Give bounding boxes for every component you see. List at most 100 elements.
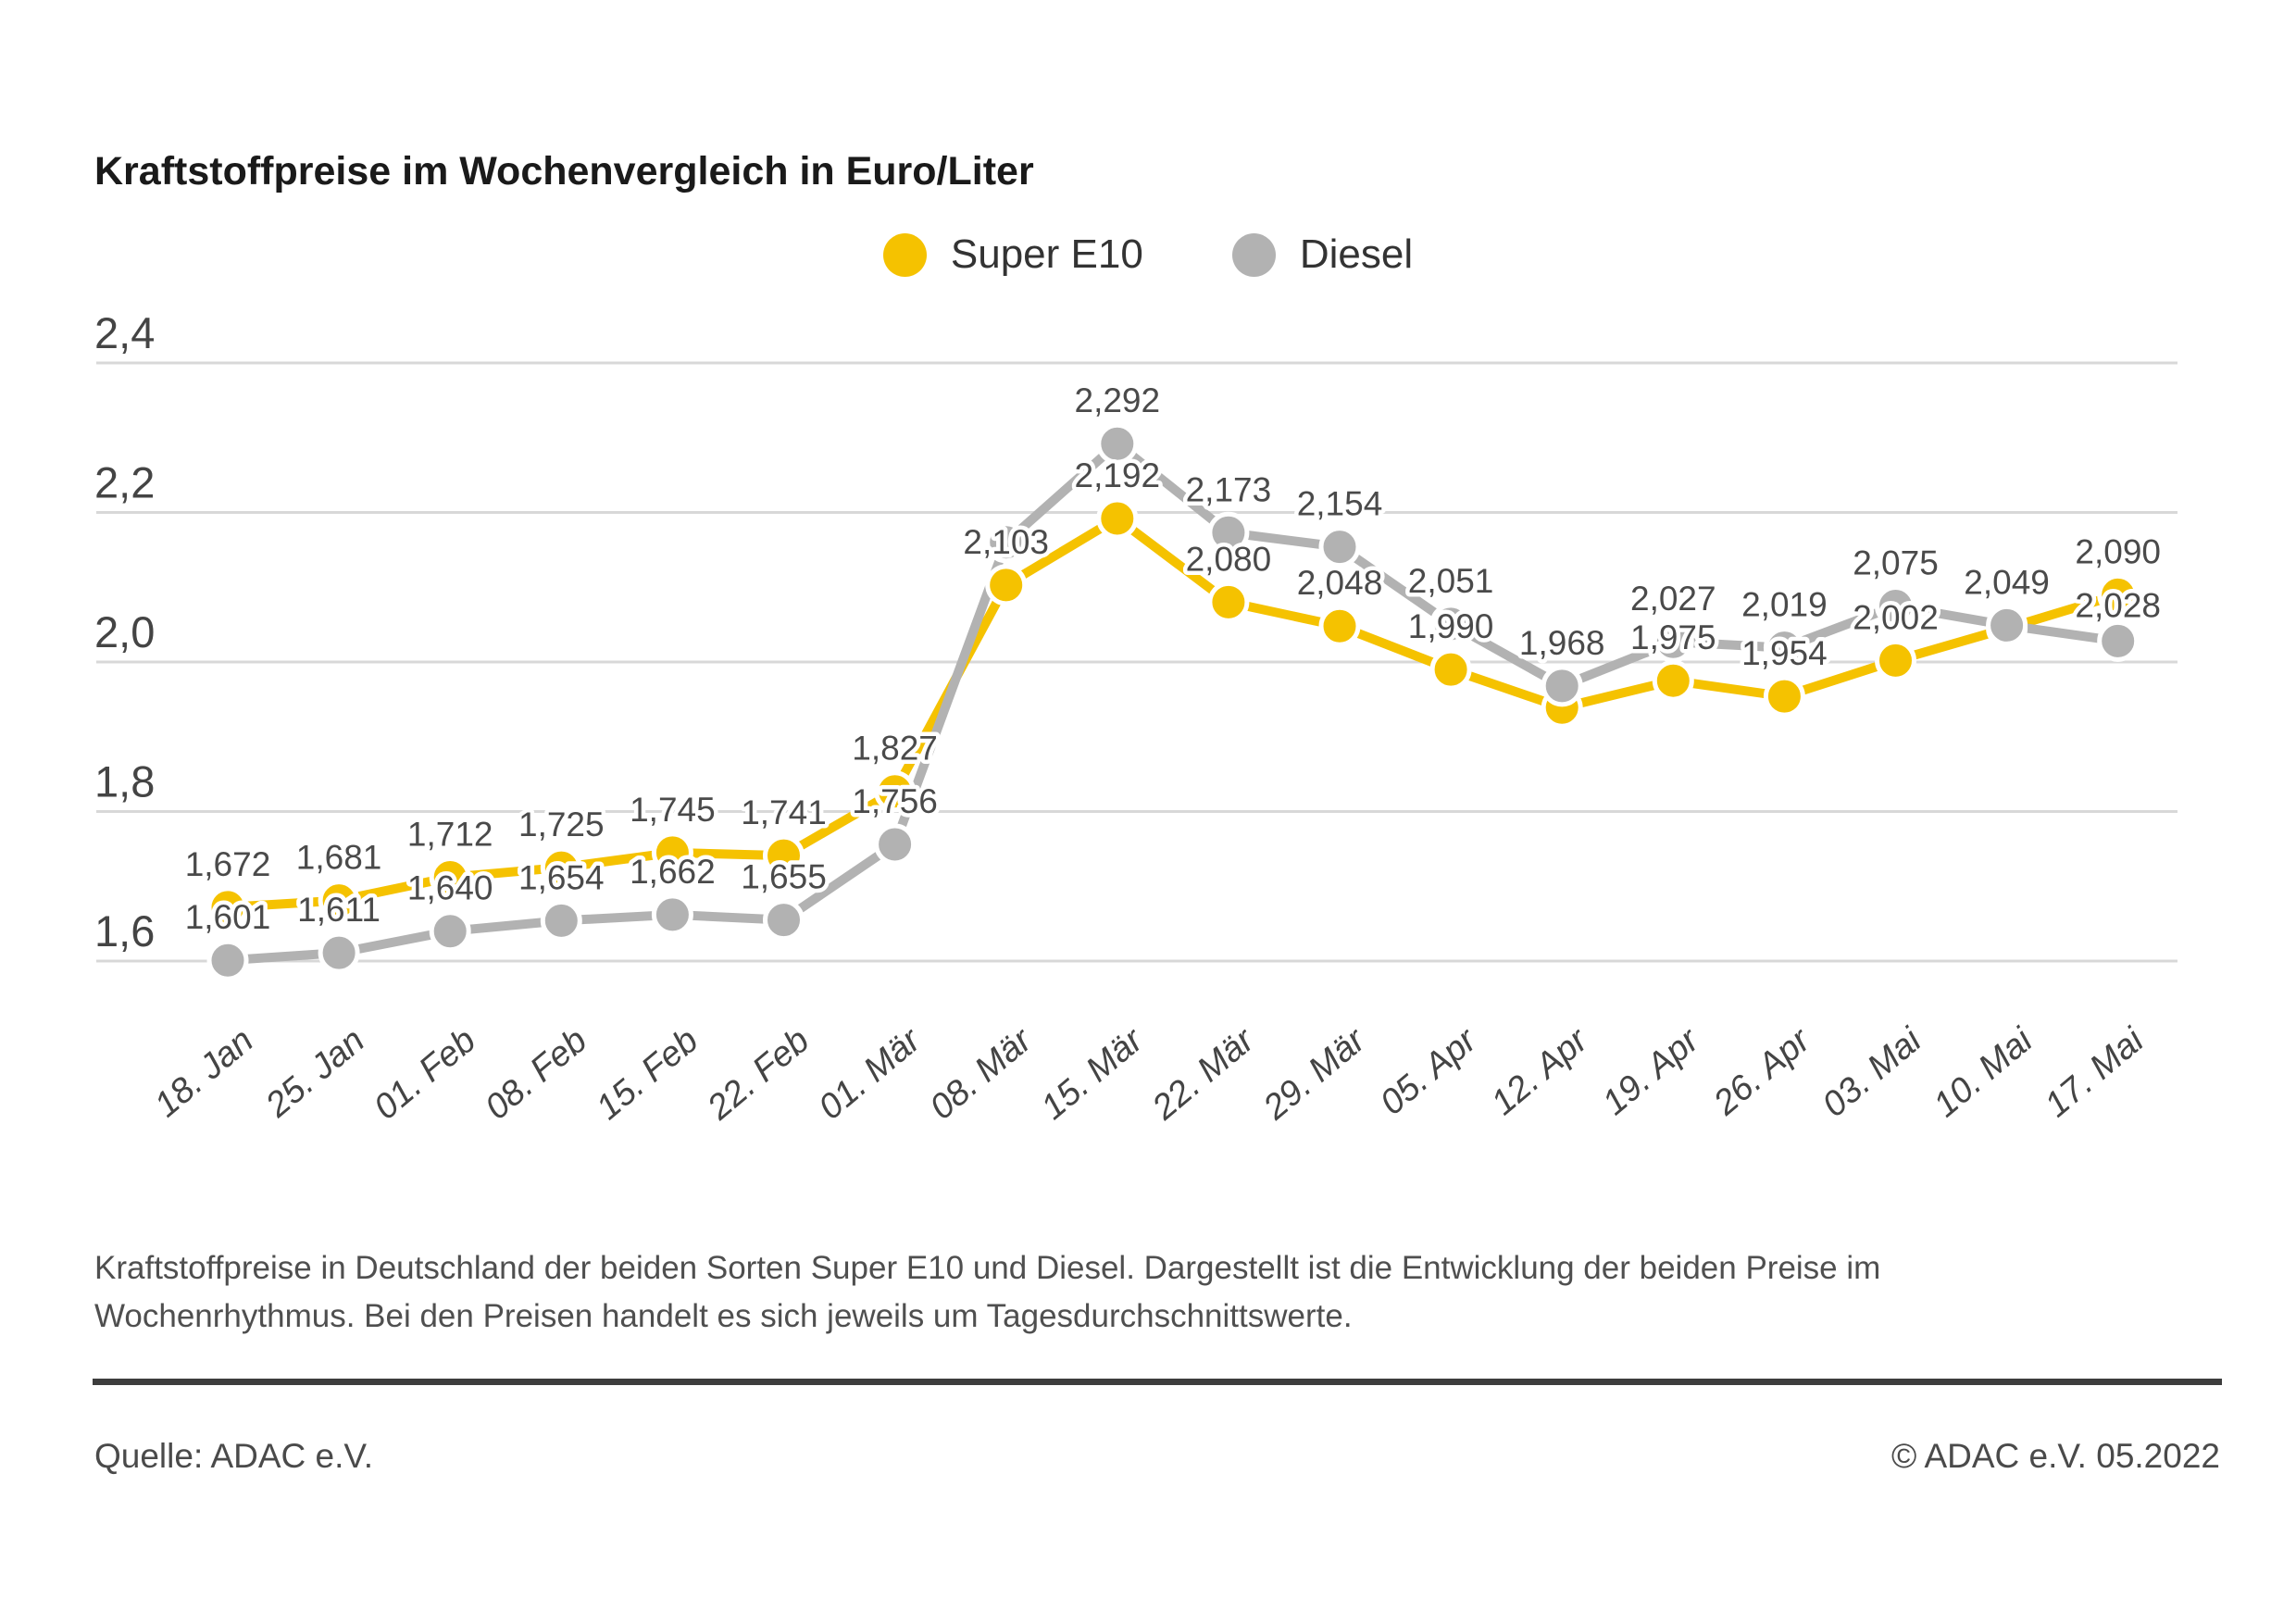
x-axis-tick-label: 08. Mär (923, 1020, 1041, 1128)
data-point-super-e10 (1875, 639, 1916, 681)
data-point-label: 2,002 (1853, 598, 1939, 636)
y-axis-tick-label: 2,4 (94, 308, 155, 357)
y-axis-tick-label: 2,0 (94, 607, 155, 656)
x-axis-tick-label: 01. Feb (367, 1021, 483, 1128)
data-point-label: 1,681 (296, 839, 382, 877)
data-point-label: 1,990 (1408, 607, 1494, 645)
data-point-diesel (540, 899, 582, 942)
data-point-label: 2,292 (1075, 381, 1161, 419)
data-point-super-e10 (2097, 573, 2140, 616)
data-point-label: 1,741 (741, 793, 827, 831)
data-point-label: 2,019 (1741, 586, 1828, 624)
data-point-label: 1,756 (852, 782, 938, 820)
series-super-e10-line (223, 513, 2123, 912)
legend-label-super-e10: Super E10 (950, 231, 1143, 277)
x-axis-tick-label: 12. Apr (1484, 1020, 1596, 1123)
legend-swatch-super-e10-icon (882, 232, 927, 277)
data-point-label: 2,103 (963, 523, 1049, 561)
data-point-label: 1,662 (630, 853, 716, 891)
data-point-label: 2,090 (2075, 532, 2161, 570)
data-point-label: 1,655 (741, 858, 827, 896)
data-point-label: 2,192 (1075, 456, 1161, 494)
data-point-super-e10 (429, 856, 471, 899)
data-point-super-e10 (985, 564, 1028, 606)
data-point-label: 2,051 (1408, 562, 1494, 600)
data-point-super-e10 (206, 886, 249, 929)
data-point-label: 1,954 (1741, 634, 1828, 672)
caption-line-2: Wochenrhythmus. Bei den Preisen handelt … (94, 1298, 1353, 1334)
x-axis-tick-label: 05. Apr (1373, 1020, 1485, 1123)
data-point-diesel (874, 823, 917, 866)
chart-title: Kraftstoffpreise im Wochenvergleich in E… (94, 148, 1034, 194)
data-point-label: 1,968 (1519, 624, 1605, 662)
data-point-diesel (985, 521, 1028, 564)
data-point-label: 1,601 (185, 898, 271, 936)
data-point-label: 2,075 (1853, 543, 1939, 581)
data-point-diesel (1875, 584, 1916, 627)
x-axis-tick-label: 18. Jan (147, 1021, 260, 1125)
data-point-label: 2,080 (1186, 540, 1272, 578)
footer: Quelle: ADAC e.V. © ADAC e.V. 05.2022 (94, 1437, 2220, 1476)
data-point-label: 1,672 (185, 845, 271, 883)
source-text: Quelle: ADAC e.V. (94, 1437, 373, 1475)
data-point-super-e10 (318, 880, 360, 922)
data-point-label: 1,640 (407, 869, 493, 907)
data-point-label: 2,027 (1630, 580, 1716, 618)
data-point-label: 2,173 (1186, 470, 1272, 508)
series-diesel-line (223, 439, 2123, 966)
x-axis-tick-label: 15. Mär (1034, 1020, 1152, 1128)
legend-item-super-e10: Super E10 (882, 231, 1143, 278)
x-axis-tick-label: 03. Mai (1816, 1020, 1930, 1125)
copyright-text: © ADAC e.V. 05.2022 (1890, 1437, 2220, 1475)
data-point-label: 1,654 (518, 858, 605, 896)
x-axis-tick-label: 08. Feb (478, 1021, 594, 1128)
data-point-diesel (763, 899, 805, 942)
data-point-super-e10 (874, 770, 917, 813)
data-point-diesel (1986, 604, 2028, 646)
data-point-label: 1,827 (852, 730, 938, 768)
data-point-super-e10 (1429, 648, 1472, 691)
legend-swatch-diesel-icon (1231, 232, 1276, 277)
x-axis-tick-label: 01. Mär (812, 1020, 930, 1128)
data-point-diesel (1096, 422, 1139, 465)
data-point-super-e10 (1652, 659, 1694, 702)
footer-divider (93, 1379, 2222, 1385)
data-point-label: 2,049 (1964, 563, 2050, 601)
legend: Super E10 Diesel (0, 231, 2296, 278)
data-point-super-e10 (1318, 605, 1361, 647)
data-point-super-e10 (1207, 581, 1250, 623)
data-point-diesel (1318, 526, 1361, 568)
y-axis-tick-label: 2,2 (94, 458, 155, 507)
data-point-diesel (1207, 511, 1250, 554)
data-point-super-e10 (651, 831, 693, 874)
data-point-label: 1,745 (630, 791, 716, 829)
data-point-super-e10 (540, 846, 582, 889)
x-axis-tick-label: 22. Feb (700, 1021, 817, 1129)
data-point-label: 1,725 (518, 806, 605, 843)
legend-label-diesel: Diesel (1299, 231, 1414, 277)
x-axis-tick-label: 15. Feb (589, 1021, 705, 1128)
data-point-diesel (318, 931, 360, 974)
data-point-label: 2,154 (1297, 485, 1383, 523)
x-axis-tick-label: 22. Mär (1144, 1020, 1262, 1128)
data-point-diesel (206, 939, 249, 981)
legend-item-diesel: Diesel (1231, 231, 1414, 278)
chart-caption: Kraftstoffpreise in Deutschland der beid… (94, 1244, 2187, 1341)
data-point-diesel (2097, 619, 2140, 662)
x-axis-tick-label: 10. Mai (1927, 1020, 2041, 1125)
data-point-super-e10 (1763, 675, 1805, 718)
data-point-super-e10 (1096, 497, 1139, 540)
data-point-label: 1,712 (407, 816, 493, 854)
data-point-diesel (1541, 665, 1583, 707)
y-axis-tick-label: 1,8 (94, 757, 155, 806)
x-axis-tick-label: 25. Jan (258, 1021, 372, 1126)
caption-line-1: Kraftstoffpreise in Deutschland der beid… (94, 1250, 1881, 1286)
data-point-label: 1,975 (1630, 618, 1716, 656)
x-axis-tick-label: 19. Apr (1595, 1020, 1707, 1123)
data-point-label: 2,048 (1297, 564, 1383, 602)
data-point-diesel (1429, 603, 1472, 645)
x-axis-tick-label: 17. Mai (2038, 1020, 2152, 1125)
data-point-diesel (1652, 620, 1694, 663)
